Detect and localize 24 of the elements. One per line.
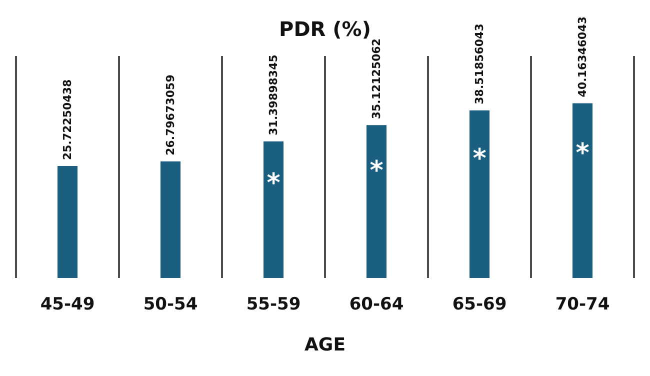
chart-title: PDR (%) bbox=[279, 17, 371, 41]
annotation: * bbox=[576, 138, 590, 169]
bar bbox=[366, 125, 386, 278]
x-tick-label: 55-59 bbox=[246, 294, 301, 314]
data-label: 38.51856043 bbox=[473, 24, 486, 104]
x-tick-label: 65-69 bbox=[452, 294, 507, 314]
x-tick-label: 50-54 bbox=[143, 294, 198, 314]
annotation: * bbox=[370, 156, 384, 186]
annotation: * bbox=[266, 168, 281, 198]
bar bbox=[264, 141, 284, 278]
data-label: 35.12125062 bbox=[370, 38, 383, 120]
x-tick-label: 45-49 bbox=[40, 294, 95, 314]
bar bbox=[160, 161, 180, 278]
bar bbox=[470, 110, 490, 278]
data-label: 26.79673059 bbox=[164, 74, 177, 156]
data-label: 31.39898345 bbox=[267, 54, 280, 136]
data-label: 25.72250438 bbox=[61, 79, 74, 160]
x-tick-label: 60-64 bbox=[349, 294, 404, 314]
bar bbox=[572, 103, 592, 278]
x-tick-label: 70-74 bbox=[555, 294, 610, 314]
bar bbox=[58, 166, 78, 278]
x-axis-title: AGE bbox=[304, 334, 346, 356]
annotation: * bbox=[472, 144, 487, 174]
data-label: 40.16346043 bbox=[576, 16, 589, 98]
